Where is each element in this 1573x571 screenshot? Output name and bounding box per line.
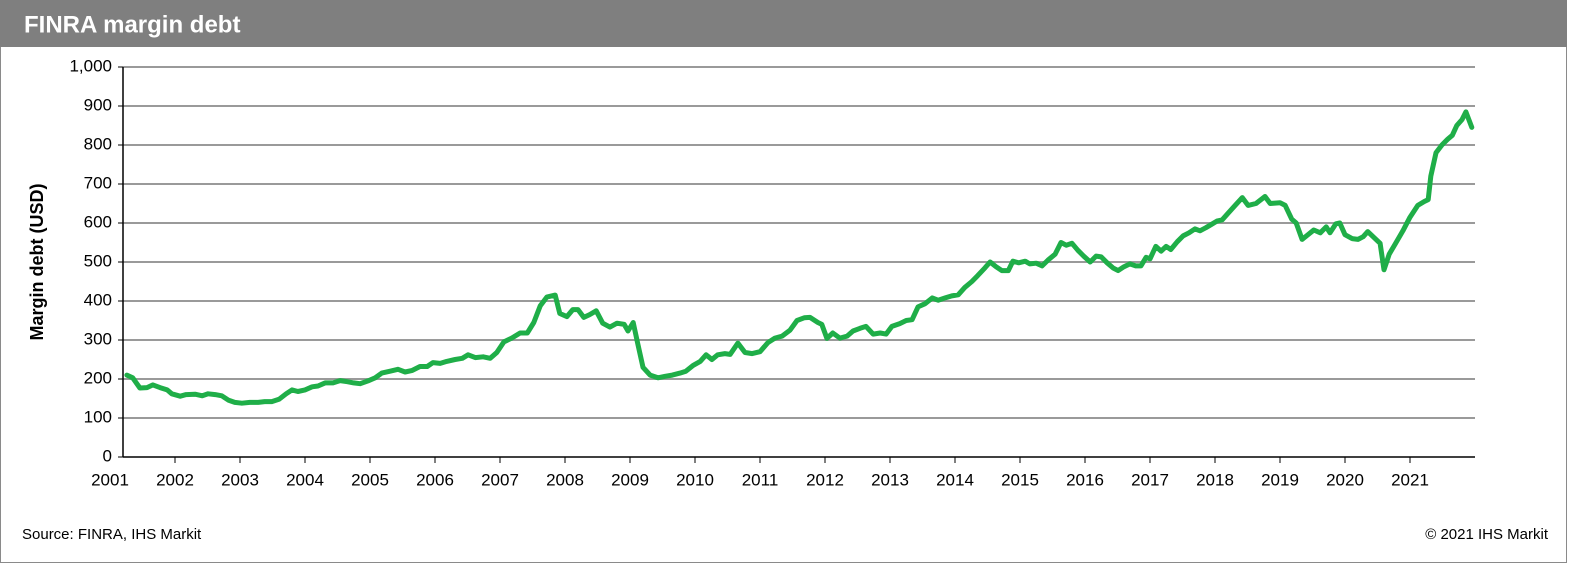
x-tick-label: 2016 bbox=[1066, 470, 1104, 489]
y-tick-label: 600 bbox=[84, 212, 112, 231]
x-tick-label: 2020 bbox=[1326, 470, 1364, 489]
y-tick-label: 400 bbox=[84, 290, 112, 309]
x-tick-label: 2001 bbox=[91, 470, 129, 489]
x-tick-label: 2011 bbox=[742, 470, 779, 489]
x-tick-label: 2015 bbox=[1001, 470, 1039, 489]
y-tick-label: 200 bbox=[84, 368, 112, 387]
x-tick-label: 2017 bbox=[1131, 470, 1169, 489]
x-tick-label: 2006 bbox=[416, 470, 454, 489]
y-tick-label: 700 bbox=[84, 173, 112, 192]
y-tick-label: 0 bbox=[103, 446, 112, 465]
y-tick-label: 100 bbox=[84, 407, 112, 426]
x-tick-label: 2014 bbox=[936, 470, 974, 489]
x-tick-label: 2004 bbox=[286, 470, 324, 489]
x-tick-label: 2018 bbox=[1196, 470, 1234, 489]
y-tick-label: 800 bbox=[84, 134, 112, 153]
y-tick-label: 300 bbox=[84, 329, 112, 348]
y-tick-label: 500 bbox=[84, 251, 112, 270]
x-tick-label: 2008 bbox=[546, 470, 584, 489]
copyright: © 2021 IHS Markit bbox=[1425, 526, 1549, 543]
x-tick-label: 2019 bbox=[1261, 470, 1299, 489]
source: Source: FINRA, IHS Markit bbox=[22, 526, 202, 543]
y-tick-label: 1,000 bbox=[69, 56, 112, 75]
x-tick-label: 2009 bbox=[611, 470, 649, 489]
x-tick-label: 2021 bbox=[1391, 470, 1429, 489]
y-tick-label: 900 bbox=[84, 95, 112, 114]
x-tick-label: 2012 bbox=[806, 470, 844, 489]
data-line bbox=[124, 109, 1475, 406]
x-tick-label: 2010 bbox=[676, 470, 714, 489]
chart-title: FINRA margin debt bbox=[24, 11, 240, 38]
x-tick-label: 2003 bbox=[221, 470, 259, 489]
x-tick-label: 2005 bbox=[351, 470, 389, 489]
x-tick-label: 2002 bbox=[156, 470, 194, 489]
header-bar bbox=[0, 0, 1567, 47]
x-tick-label: 2013 bbox=[871, 470, 909, 489]
y-axis-title: Margin debt (USD) bbox=[27, 184, 47, 341]
x-tick-label: 2007 bbox=[481, 470, 519, 489]
